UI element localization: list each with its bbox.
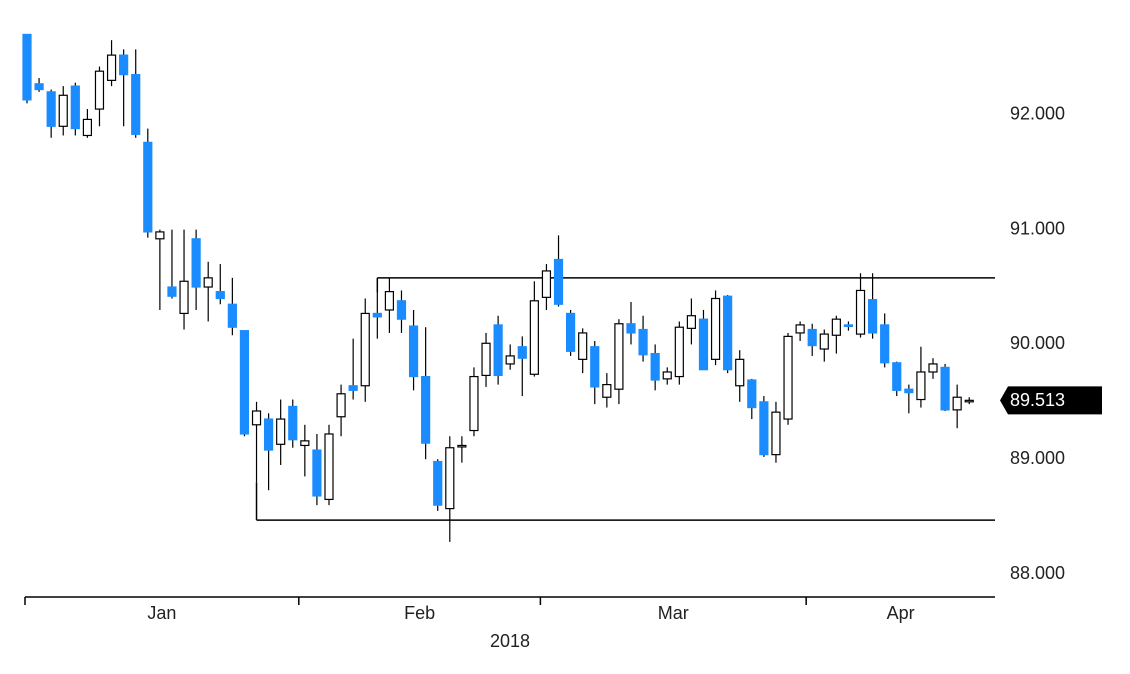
candle-body [807, 328, 817, 347]
candle-body [408, 325, 419, 378]
candle-body [264, 418, 274, 451]
y-tick-label: 91.000 [1010, 218, 1065, 238]
candle-body [433, 460, 443, 506]
candle-body [674, 326, 684, 378]
last-price-label: 89.513 [1010, 390, 1065, 410]
candle-body [771, 411, 781, 456]
candle-body [626, 323, 636, 334]
candle-body [795, 324, 805, 334]
candle-body [396, 300, 407, 320]
candle-body [578, 332, 588, 360]
candle-body [203, 277, 213, 288]
candle-body [276, 418, 286, 445]
candle-body [348, 385, 358, 391]
candle-body [481, 342, 491, 377]
candle-body [747, 379, 757, 409]
candle-body [70, 85, 80, 130]
month-label: Jan [147, 603, 176, 623]
y-tick-label: 89.000 [1010, 448, 1065, 468]
candle-body [300, 440, 310, 447]
candle-body [493, 324, 503, 377]
candle-body [783, 335, 793, 420]
candle-body [227, 303, 237, 328]
candle-body [372, 312, 382, 318]
candle-body [831, 318, 841, 336]
month-label: Apr [887, 603, 915, 623]
candle-body [505, 355, 515, 365]
candle-body [191, 238, 201, 288]
candle-body [880, 324, 890, 364]
candle-body [541, 270, 552, 298]
candle-body [698, 318, 709, 371]
candle-body [843, 324, 854, 328]
candle-body [759, 401, 769, 456]
candle-body [58, 94, 68, 127]
candle-body [119, 54, 129, 76]
candle-body [940, 366, 950, 411]
candle-body [336, 393, 346, 418]
candle-body [179, 280, 189, 315]
candle-body [469, 375, 479, 432]
y-tick-label: 88.000 [1010, 563, 1065, 583]
candle-body [167, 286, 177, 297]
candle-body [686, 315, 697, 329]
candle-body [553, 258, 564, 305]
month-label: Mar [658, 603, 689, 623]
candle-body [324, 433, 334, 501]
candle-body [239, 330, 250, 435]
candle-body [602, 384, 612, 398]
candle-body [590, 346, 600, 388]
candle-body [867, 299, 878, 334]
candle-body [94, 70, 105, 110]
candle-body [288, 405, 298, 441]
y-tick-label: 92.000 [1010, 104, 1065, 124]
candle-body [421, 375, 431, 444]
candle-body [650, 353, 660, 381]
candle-body [904, 388, 914, 394]
candle-body [312, 449, 322, 497]
y-tick-label: 90.000 [1010, 333, 1065, 353]
candle-body [517, 346, 527, 359]
candle-body [928, 363, 938, 373]
candle-body [723, 295, 733, 371]
candle-body [964, 399, 974, 403]
candle-body [360, 312, 370, 387]
candle-body [82, 118, 93, 137]
candle-body [251, 410, 262, 426]
candle-body [710, 297, 721, 360]
candle-body [445, 447, 455, 510]
candle-body [735, 358, 745, 387]
candle-body [565, 312, 576, 352]
candle-body [384, 291, 394, 311]
candle-body [22, 33, 32, 101]
last-price-tag [1000, 386, 1102, 415]
candle-body [46, 91, 56, 127]
candle-body [638, 328, 648, 356]
candle-body [819, 333, 829, 350]
candle-body [614, 323, 624, 390]
candle-body [662, 371, 672, 380]
candle-body [457, 444, 467, 448]
candle-body [131, 74, 141, 135]
candle-body [892, 362, 902, 391]
candle-body [952, 396, 962, 411]
candle-body [34, 83, 44, 91]
candle-body [855, 289, 866, 335]
month-label: Feb [404, 603, 435, 623]
candle-body [215, 291, 225, 300]
candle-body [529, 300, 539, 375]
candle-body [143, 141, 153, 233]
candle-body [916, 371, 926, 401]
candle-body [106, 54, 117, 81]
x-axis-label: 2018 [490, 631, 530, 651]
candle-body [155, 231, 165, 240]
